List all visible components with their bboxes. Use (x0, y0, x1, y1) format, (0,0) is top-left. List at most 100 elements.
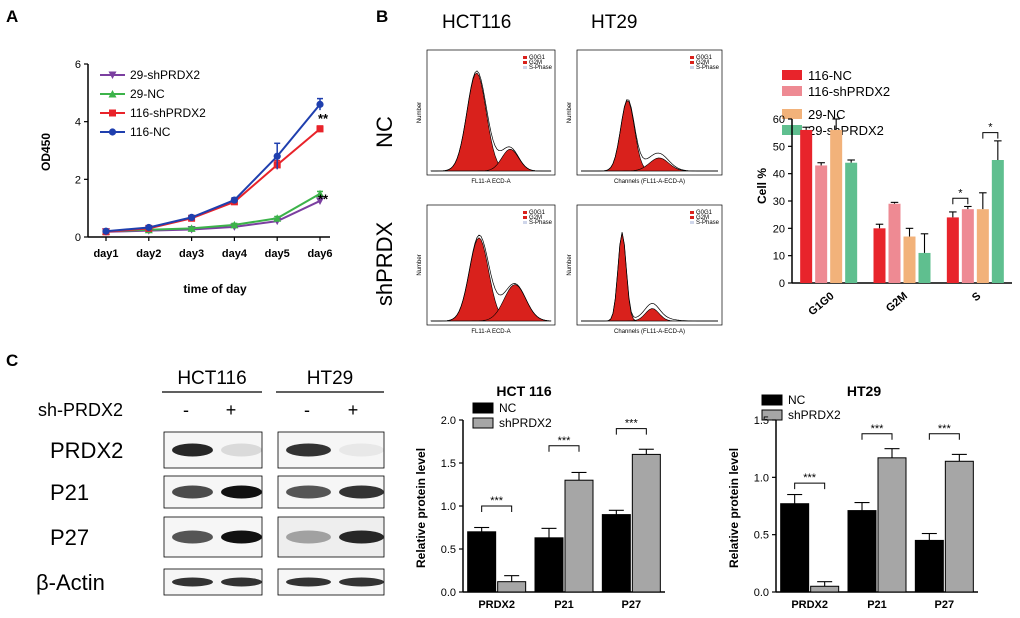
ht29-bracket (861, 433, 893, 440)
ht29-bar (877, 457, 907, 593)
flow-legend-label: S-Phase (529, 65, 553, 71)
wb-band (221, 443, 262, 457)
hct116-plot: 0.0 0.5 1.0 1.5 2.0 PRDX2 P21 P27 *** *** *** (441, 415, 665, 611)
flow-col-label-ht29: HT29 (591, 12, 637, 33)
flow-y-axis-label: Number (417, 102, 423, 123)
cellcycle-legend-label: 116-shPRDX2 (808, 84, 890, 99)
cellcycle-legend-label: 29-shPRDX2 (808, 123, 884, 138)
flow-x-axis-label: Channels (FL11-A-ECD-A) (614, 329, 685, 335)
flow-legend-swatch (523, 216, 527, 219)
ht29-bar (914, 539, 944, 593)
ht29-bar (944, 460, 974, 593)
hct116-bracket (481, 505, 513, 512)
wb-band (172, 577, 213, 587)
ht29-significance-label: *** (803, 472, 817, 484)
ht29-y-tick-label: 0.0 (754, 587, 769, 599)
ht29-y-tick-label: 1.5 (754, 415, 769, 427)
hct116-x-tick-label: PRDX2 (478, 599, 515, 611)
flow-histogram-frame (426, 204, 556, 326)
flow-legend-label: G2M (696, 215, 709, 221)
flow-histogram-outline (430, 234, 552, 322)
hct116-bar (534, 537, 564, 593)
growth-y-tick-label: 2 (75, 174, 81, 186)
flow-g1-peak (430, 237, 551, 322)
hct116-bar (497, 581, 527, 593)
cellcycle-x-tick-label: S (970, 290, 983, 304)
wb-row-label: β-Actin (36, 570, 105, 595)
cellcycle-bar (946, 217, 959, 283)
flow-legend-swatch (523, 66, 527, 69)
panel-label-c: C (6, 351, 18, 370)
flow-legend-label: G0G1 (696, 55, 713, 61)
growth-legend-label: 116-shPRDX2 (130, 106, 206, 120)
ht29-bracket (794, 482, 826, 490)
hct116-chart-title: HCT 116 (496, 383, 551, 399)
flow-legend-label: G0G1 (529, 55, 546, 61)
flow-x-axis-label: FL11-A ECD-A (471, 329, 510, 335)
hct116-significance-label: *** (558, 435, 572, 447)
ht29-significance-label: *** (871, 423, 885, 435)
wb-band (339, 530, 384, 544)
hct116-bar (631, 453, 661, 593)
hct116-protein-chart: HCT 116 Relative protein level NCshPRDX2… (414, 383, 665, 611)
flow-legend-label: G2M (529, 60, 542, 66)
hct116-legend-label: NC (499, 401, 517, 415)
growth-legend-marker (108, 90, 117, 98)
flow-y-axis-label: Number (417, 254, 423, 275)
growth-legend-marker (108, 71, 117, 79)
flow-legend-swatch (523, 61, 527, 64)
wb-band (339, 443, 384, 457)
hct116-bar (564, 479, 594, 593)
growth-y-tick-label: 6 (75, 59, 81, 71)
growth-x-tick-label: day5 (265, 248, 290, 260)
growth-x-tick-label: day3 (179, 248, 204, 260)
growth-data-point (273, 152, 281, 160)
growth-x-tick-label: day2 (136, 248, 161, 260)
cellcycle-bar (873, 228, 886, 283)
hct116-significance-label: *** (490, 495, 504, 507)
ht29-y-tick-label: 1.0 (754, 472, 769, 484)
growth-data-point (316, 197, 324, 205)
wb-row-label: PRDX2 (50, 438, 123, 463)
wb-band (339, 485, 384, 499)
growth-legend-marker (109, 109, 116, 117)
growth-x-tick-label: day6 (307, 248, 332, 260)
cellcycle-bracket (952, 197, 969, 205)
growth-series-line (105, 103, 321, 233)
hct116-y-tick-label: 0.0 (441, 587, 456, 599)
panel-label-a: A (6, 7, 18, 26)
flow-y-axis-label: Number (567, 102, 573, 123)
growth-x-tick-label: day1 (93, 248, 118, 260)
ht29-y-axis-label: Relative protein level (727, 448, 741, 568)
cellcycle-bar (976, 209, 989, 283)
hct116-bracket (615, 428, 647, 435)
growth-data-point (316, 125, 324, 133)
growth-chart: OD450 time of day 29-shPRDX2 29-NC 116-shP… (39, 59, 333, 296)
growth-legend-label: 29-shPRDX2 (130, 68, 200, 82)
flow-histogram-frame (426, 49, 556, 176)
flow-histogram-frame (576, 49, 723, 176)
wb-treatment-label: sh-PRDX2 (38, 400, 123, 420)
growth-data-point (187, 224, 196, 232)
growth-data-point (145, 223, 153, 232)
growth-data-point (230, 220, 239, 229)
ht29-x-tick-label: PRDX2 (791, 599, 828, 611)
flow-legend-swatch (690, 66, 694, 69)
cellcycle-bar (903, 236, 916, 283)
flow-legend-label: S-Phase (696, 220, 720, 226)
wb-band (221, 485, 262, 499)
flow-g1-peak (581, 232, 718, 322)
flow-legend-swatch (523, 221, 527, 224)
flow-legend-label: G2M (696, 60, 709, 66)
flow-row-label-nc: NC (372, 116, 397, 148)
flow-legend-swatch (690, 61, 694, 64)
growth-plot: 0 2 4 6 day1 day2 day3 day4 day5 day6 ** ** (75, 59, 333, 260)
growth-data-point (188, 213, 196, 221)
wb-sign-1: - (183, 400, 189, 420)
flow-x-axis-label: Channels (FL11-A-ECD-A) (614, 179, 685, 185)
flow-legend-label: S-Phase (529, 220, 553, 226)
cellcycle-significance-label: * (988, 122, 993, 134)
